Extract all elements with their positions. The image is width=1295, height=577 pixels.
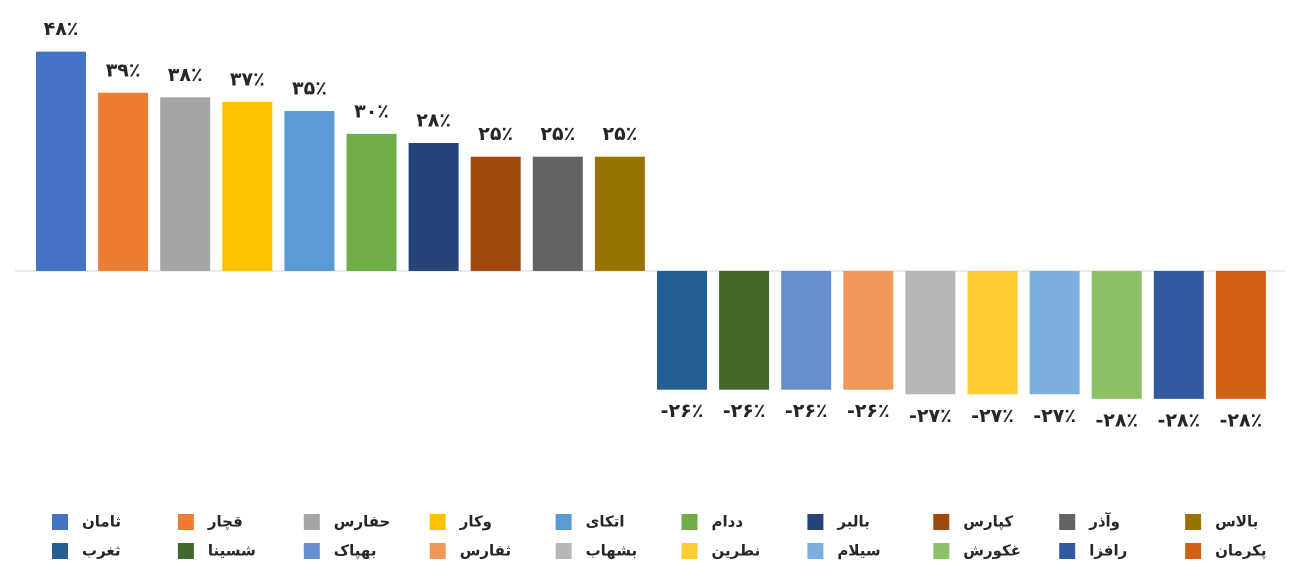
- legend-swatch: [681, 543, 698, 559]
- bar: [346, 133, 397, 271]
- data-label: ۳۸٪: [168, 64, 203, 86]
- data-label: -۲۷٪: [1033, 405, 1076, 427]
- legend-swatch: [177, 514, 194, 530]
- data-label: -۲۸٪: [1157, 409, 1200, 431]
- legend-label: بشهاب: [586, 542, 638, 560]
- bar: [532, 156, 583, 271]
- legend-swatch: [52, 543, 68, 559]
- legend-swatch: [429, 514, 446, 530]
- data-label: ۳۵٪: [292, 78, 327, 100]
- bar: [967, 270, 1018, 395]
- data-label: ۲۵٪: [603, 123, 638, 145]
- bar: [36, 51, 86, 271]
- data-label: -۲۶٪: [847, 400, 890, 422]
- bar: [657, 270, 707, 390]
- legend-label: کپارس: [963, 513, 1013, 532]
- legend-label: رافزا: [1089, 542, 1127, 560]
- legend-swatch: [52, 514, 68, 530]
- data-label: -۲۸٪: [1220, 409, 1263, 431]
- legend-swatch: [807, 543, 824, 559]
- legend-swatch: [1059, 543, 1076, 559]
- bar: [905, 270, 956, 395]
- legend-label: بالبر: [836, 513, 869, 531]
- legend-label: بهپاک: [334, 542, 377, 561]
- legend-label: پکرمان: [1215, 542, 1266, 561]
- data-label: ۴۸٪: [44, 18, 79, 40]
- bar: [470, 156, 521, 271]
- legend-label: ددام: [712, 513, 744, 531]
- legend-swatch: [303, 543, 320, 559]
- bar: [594, 156, 645, 271]
- legend-label: حفارس: [334, 513, 391, 531]
- bar: [1215, 270, 1266, 399]
- legend-label: ثفارس: [460, 542, 511, 560]
- data-label: ۲۸٪: [416, 110, 451, 132]
- legend-swatch: [555, 514, 572, 530]
- data-label: -۲۷٪: [971, 405, 1014, 427]
- legend-label: ثامان: [82, 513, 121, 531]
- data-label: -۲۶٪: [785, 400, 828, 422]
- legend-label: بالاس: [1215, 513, 1258, 531]
- bar: [284, 111, 335, 271]
- legend-swatch: [933, 543, 950, 559]
- legend-label: وآذر: [1088, 513, 1120, 531]
- legend-label: غکورش: [963, 542, 1021, 560]
- data-label: ۳۰٪: [354, 100, 389, 122]
- legend-label: ثغرب: [82, 542, 121, 560]
- data-label: -۲۸٪: [1095, 409, 1138, 431]
- legend-swatch: [555, 543, 572, 559]
- legend-swatch: [177, 543, 194, 559]
- data-label: ۳۹٪: [106, 59, 141, 81]
- legend-swatch: [429, 543, 446, 559]
- legend-swatch: [303, 514, 320, 530]
- bar: [1153, 270, 1204, 399]
- bar: [408, 143, 459, 271]
- legend-swatch: [1185, 543, 1202, 559]
- legend-swatch: [1059, 514, 1076, 530]
- legend-label: وکار: [459, 513, 492, 531]
- legend-swatch: [807, 514, 824, 530]
- legend-label: سیلام: [837, 542, 880, 560]
- bar: [719, 270, 770, 390]
- bar: [222, 101, 273, 271]
- legend-swatch: [681, 514, 698, 530]
- bar: [160, 97, 211, 271]
- legend-label: شسینا: [208, 542, 256, 560]
- legend-swatch: [933, 514, 950, 530]
- data-label: -۲۷٪: [909, 405, 952, 427]
- data-label: ۲۵٪: [540, 123, 575, 145]
- bar: [1029, 270, 1080, 395]
- data-label: ۲۵٪: [478, 123, 513, 145]
- data-label: ۳۷٪: [230, 68, 265, 90]
- legend-label: قچار: [207, 513, 243, 532]
- legend-label: اتکای: [586, 513, 625, 531]
- bar: [1091, 270, 1142, 399]
- bar: [781, 270, 832, 390]
- data-label: -۲۶٪: [723, 400, 766, 422]
- legend-swatch: [1185, 514, 1202, 530]
- bar: [98, 92, 149, 271]
- bar: [843, 270, 894, 390]
- data-label: -۲۶٪: [661, 400, 704, 422]
- legend-label: نطرین: [712, 542, 761, 560]
